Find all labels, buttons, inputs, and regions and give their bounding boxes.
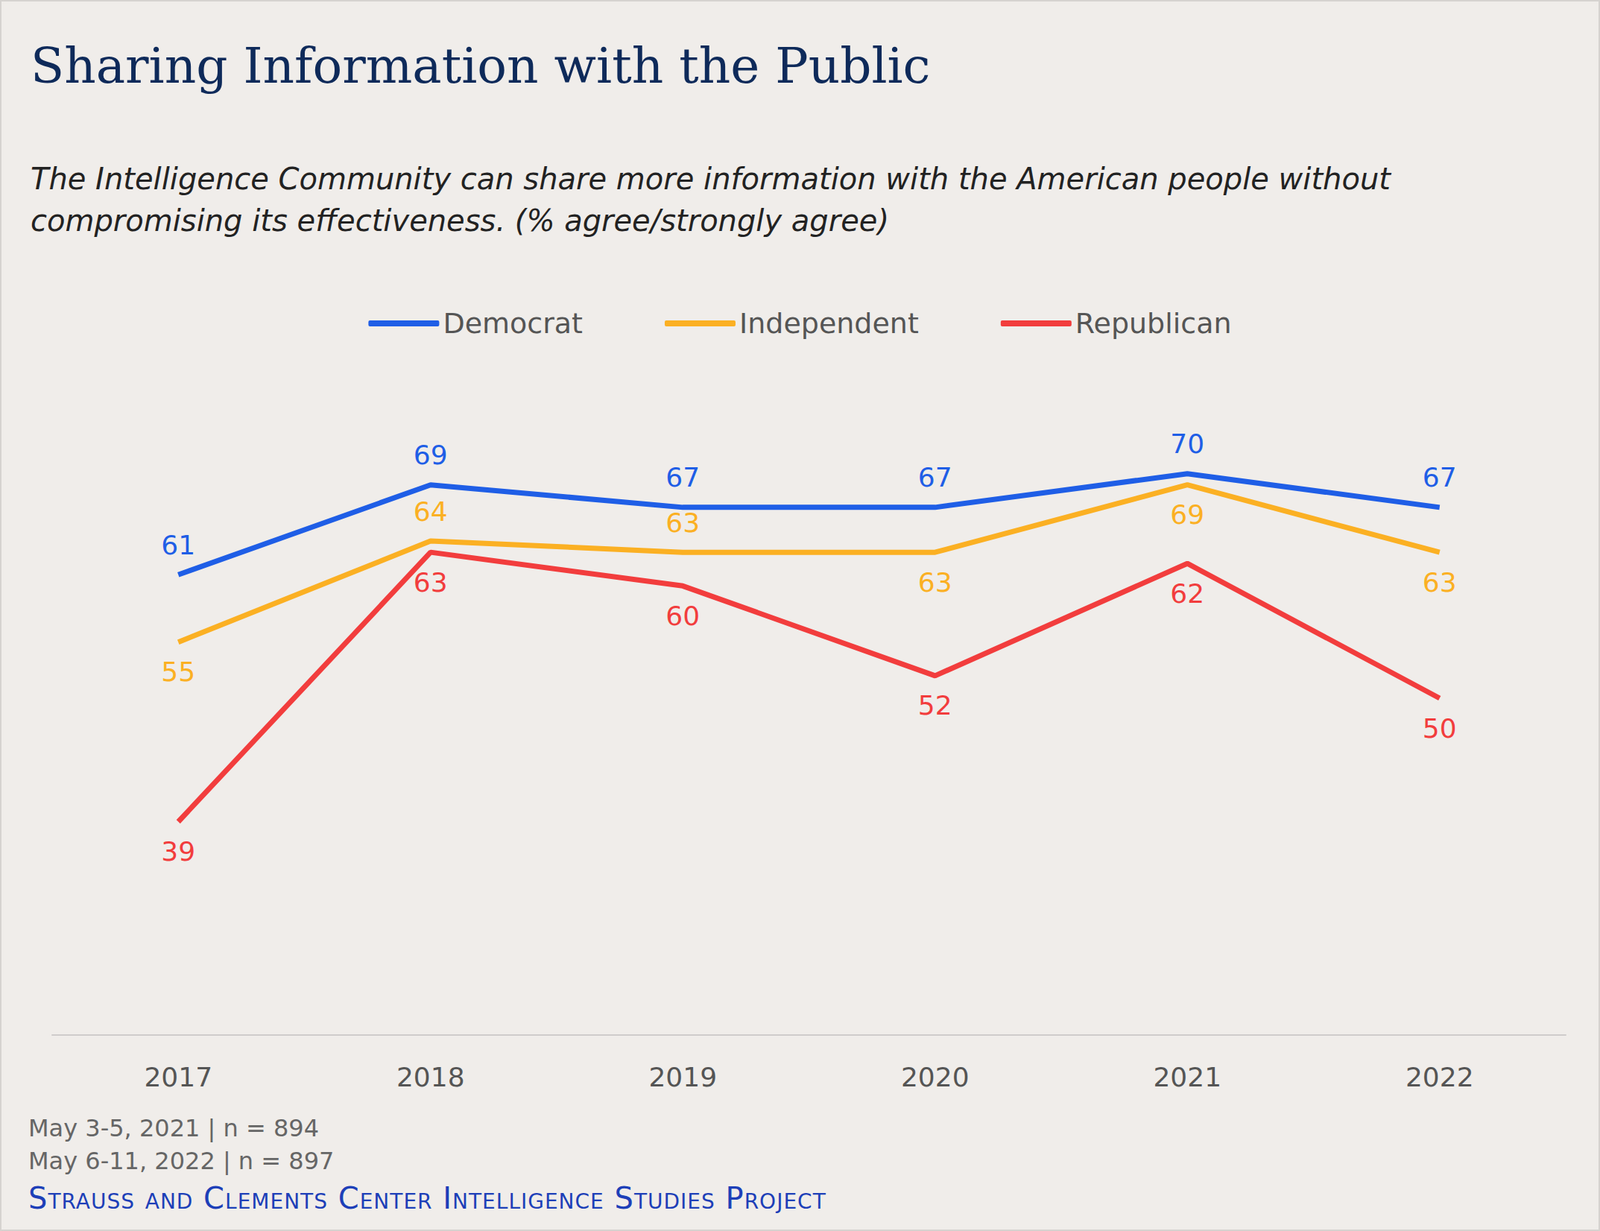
- svg-text:Republican: Republican: [1075, 307, 1232, 340]
- svg-text:39: 39: [160, 836, 196, 867]
- svg-text:Sharing Information with the P: Sharing Information with the Public: [30, 37, 931, 95]
- svg-text:2020: 2020: [900, 1061, 970, 1093]
- svg-text:67: 67: [1422, 462, 1457, 493]
- svg-text:2022: 2022: [1405, 1061, 1475, 1093]
- svg-text:The Intelligence Community can: The Intelligence Community can share mor…: [30, 161, 1401, 196]
- svg-text:2018: 2018: [396, 1061, 466, 1093]
- html-text:Strauss and Clements Center In: Strauss and Clements Center Intelligence…: [28, 1181, 827, 1216]
- svg-text:63: 63: [918, 567, 953, 598]
- svg-text:60: 60: [665, 600, 700, 632]
- svg-text:2019: 2019: [648, 1061, 717, 1093]
- svg-text:50: 50: [1422, 713, 1457, 744]
- svg-text:63: 63: [413, 567, 448, 598]
- html-text:May 3-5, 2021 | n = 894: May 3-5, 2021 | n = 894: [28, 1114, 319, 1143]
- svg-text:69: 69: [1170, 499, 1205, 530]
- svg-text:67: 67: [918, 462, 953, 493]
- svg-text:compromising its effectiveness: compromising its effectiveness. (% agree…: [30, 203, 890, 238]
- svg-text:70: 70: [1170, 428, 1205, 460]
- svg-text:64: 64: [413, 496, 448, 527]
- svg-text:2021: 2021: [1152, 1061, 1222, 1093]
- svg-text:Independent: Independent: [739, 307, 919, 340]
- svg-text:Democrat: Democrat: [442, 307, 583, 340]
- svg-text:67: 67: [665, 462, 700, 493]
- svg-text:55: 55: [160, 656, 196, 688]
- svg-text:62: 62: [1170, 578, 1205, 609]
- svg-text:2017: 2017: [143, 1061, 213, 1093]
- html-text:May 6-11, 2022 | n = 897: May 6-11, 2022 | n = 897: [28, 1146, 335, 1176]
- svg-text:69: 69: [413, 439, 448, 471]
- svg-text:63: 63: [1422, 567, 1457, 598]
- svg-text:63: 63: [665, 507, 700, 539]
- svg-text:52: 52: [918, 690, 953, 721]
- svg-text:61: 61: [160, 529, 196, 561]
